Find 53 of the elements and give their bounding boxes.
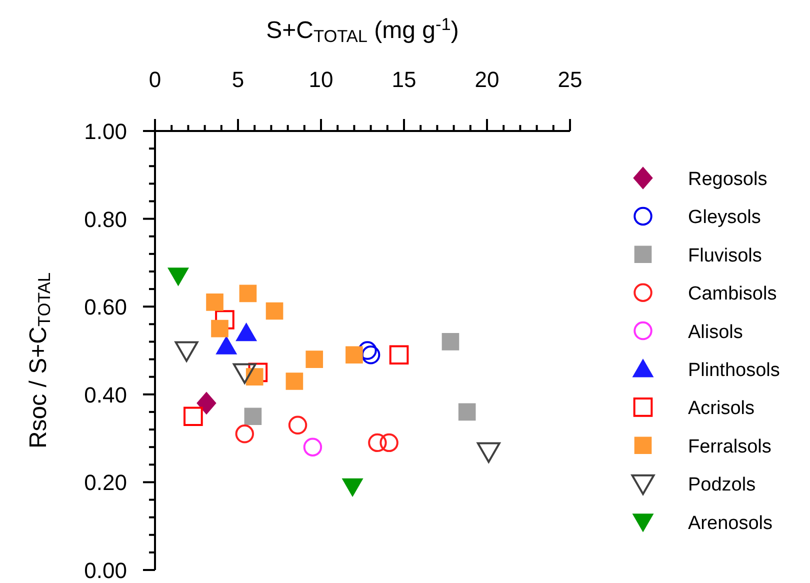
legend-label: Alisols [688,322,743,343]
point [184,406,203,426]
y-tick-label: 0.00 [84,558,127,583]
legend-label: Gleysols [688,207,761,228]
point [442,333,460,350]
x-tick-label: 0 [148,67,162,92]
point [266,302,284,320]
y-tick-label: 0.60 [84,294,127,320]
legend-label: Arenosols [688,512,772,534]
point [239,284,257,302]
x-tick-label: 20 [474,67,500,92]
legend-label: Plinthosols [688,360,780,381]
legend-label: Ferralsols [688,436,772,458]
point [246,368,264,386]
point [215,310,234,330]
x-tick-label: 5 [232,67,244,92]
legend-label: Regosols [688,169,768,190]
point [196,392,216,415]
point [458,403,476,421]
point [346,346,363,364]
y-tick-label: 0.40 [84,382,127,408]
point [361,346,380,364]
point [342,478,364,497]
legend-label: Fluvisols [688,245,762,266]
point [286,372,304,390]
point [174,341,198,362]
point [389,345,409,365]
point [303,438,322,456]
legend-label: Acrisols [688,398,755,420]
point [235,424,254,444]
x-tick-label: 10 [308,67,334,92]
point [288,416,308,434]
x-tick-label: 15 [392,67,416,92]
point [167,268,189,286]
point [206,294,224,311]
legend-label: Cambisols [688,284,777,305]
y-tick-label: 0.80 [84,206,127,232]
point [244,408,262,426]
point [216,336,238,354]
point [380,433,398,452]
point [236,322,258,342]
y-tick-label: 1.00 [84,119,127,144]
point [368,433,387,452]
x-tick-label: 25 [558,67,582,92]
point [358,341,377,360]
point [306,350,324,368]
legend-label: Podzols [688,474,756,496]
y-tick-label: 0.20 [84,470,127,496]
x-axis-title: S+C$_{TOTAL}$ (mg g$^{-1}$) [266,14,459,46]
point [476,442,500,463]
point [232,363,256,384]
point [248,362,268,382]
point [211,320,228,338]
